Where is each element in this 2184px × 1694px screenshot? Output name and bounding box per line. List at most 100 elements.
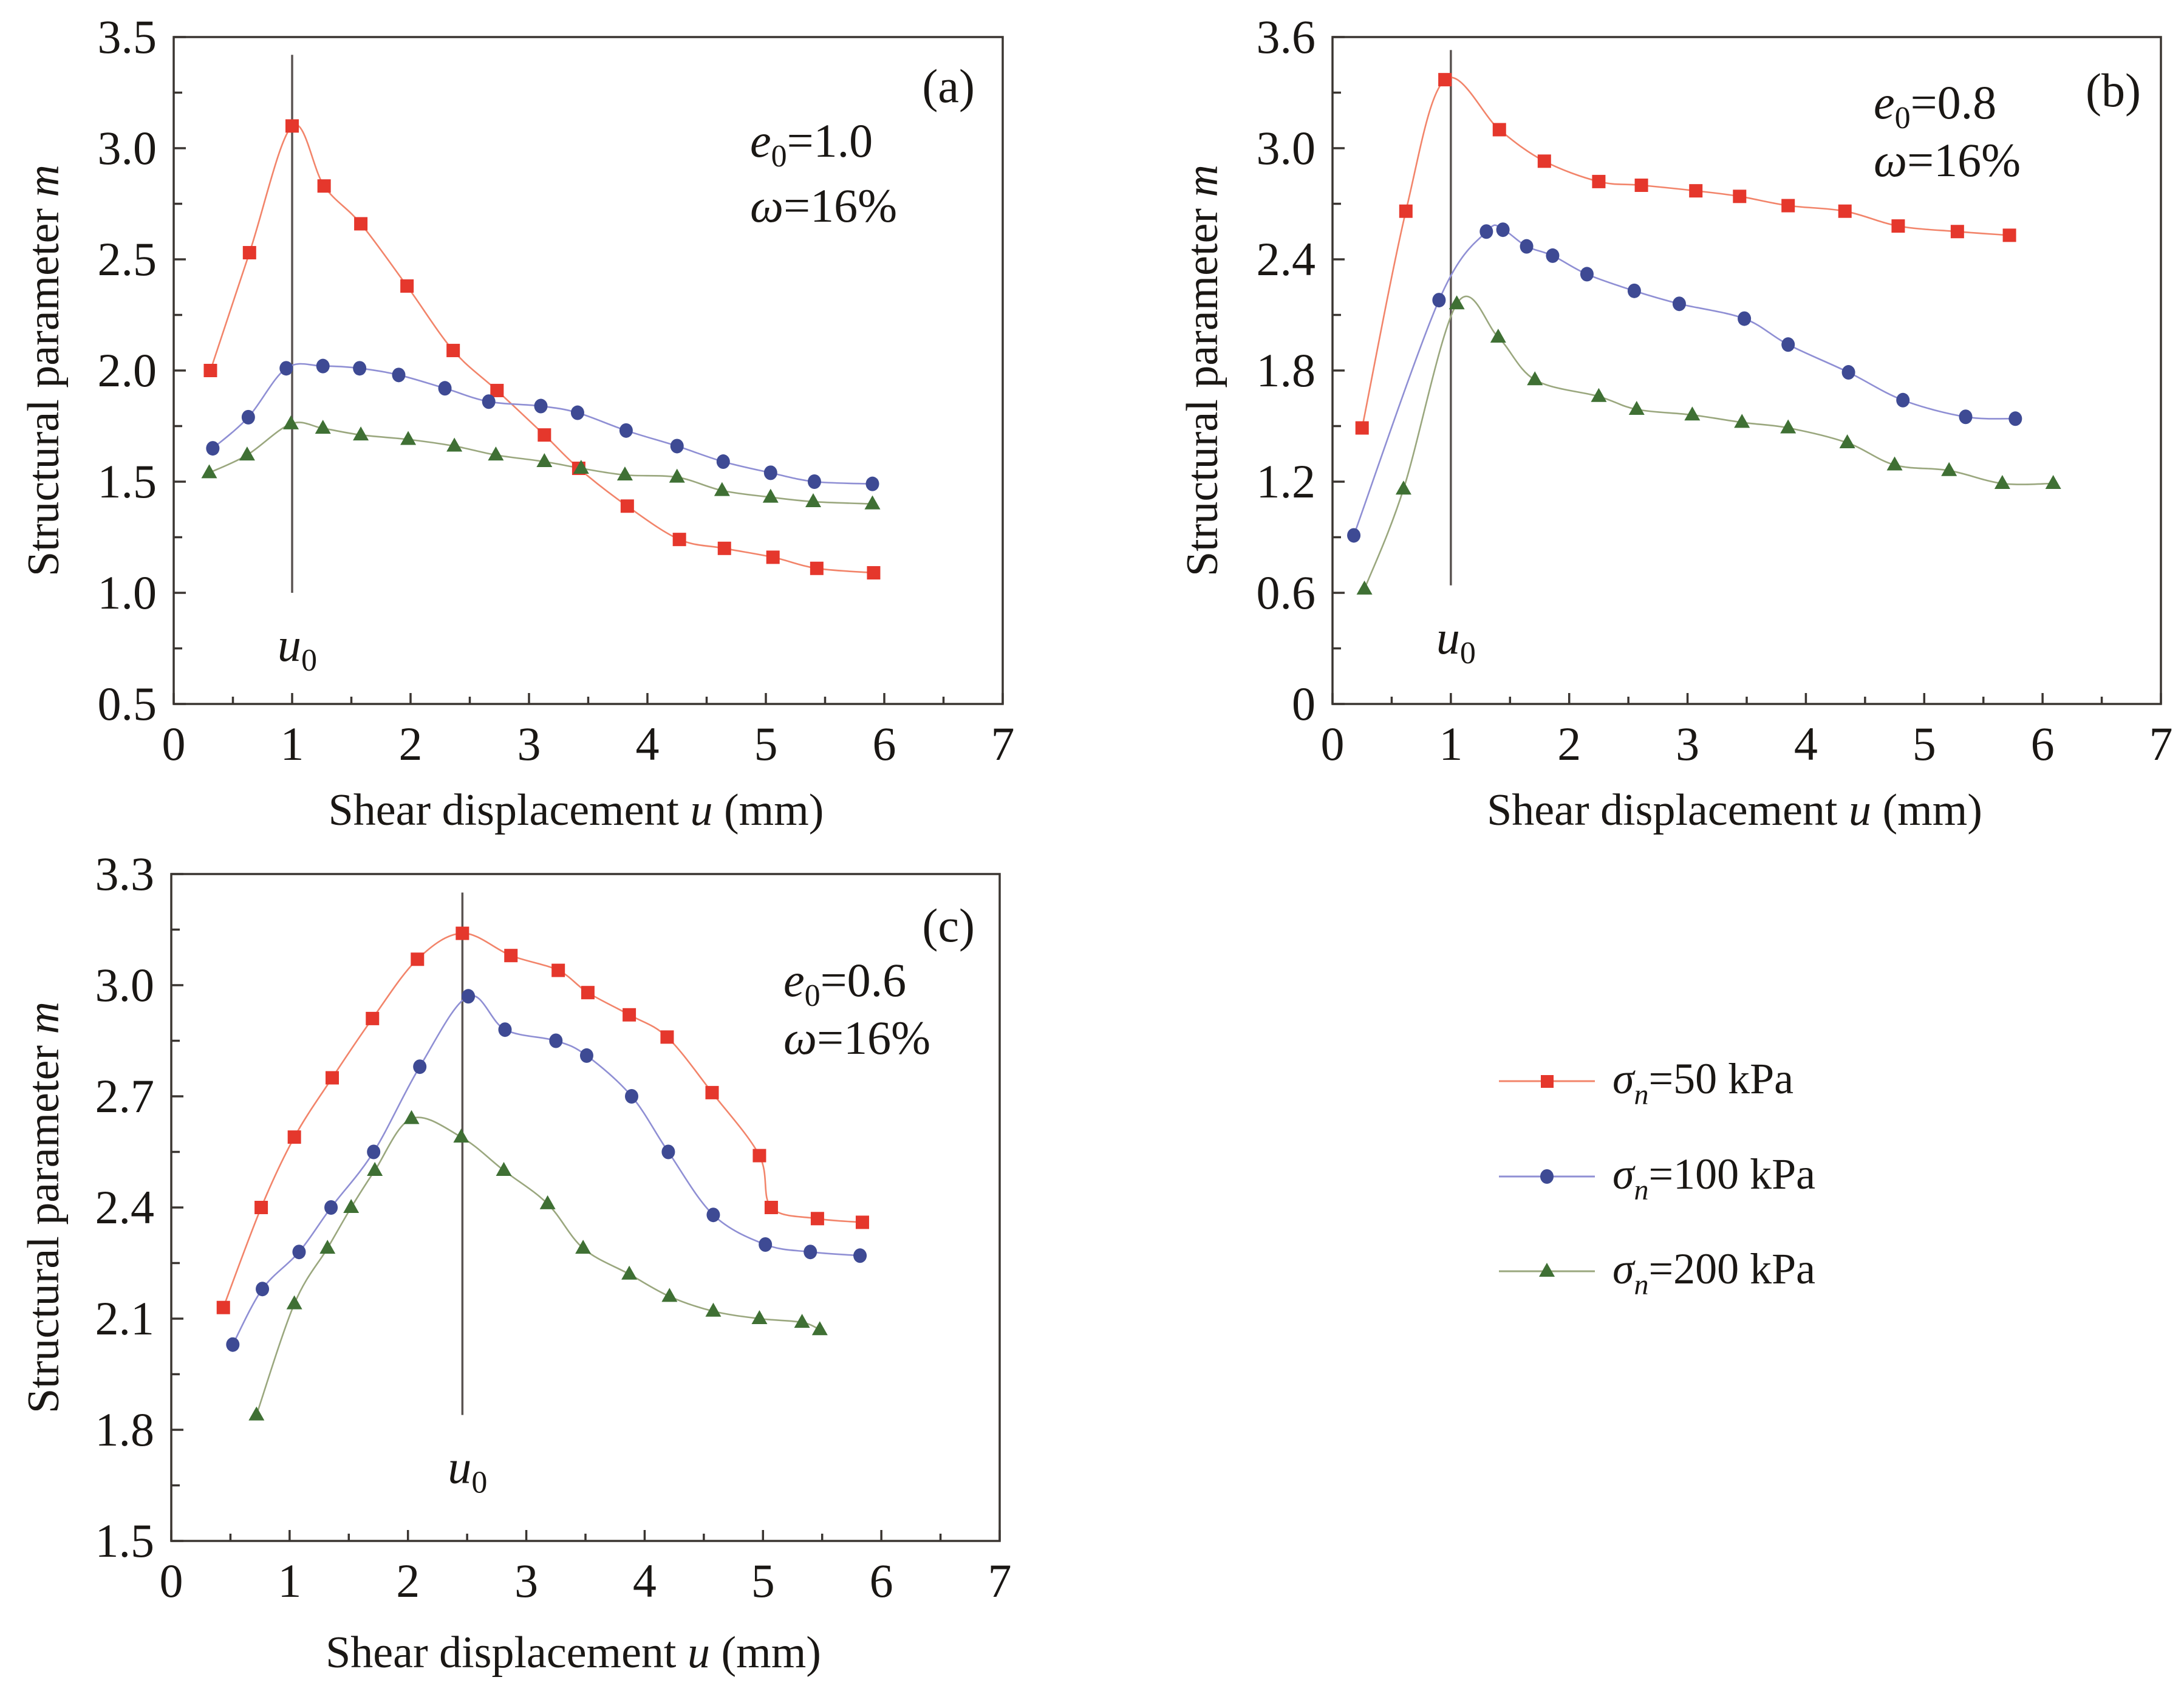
x-tick-label: 4 bbox=[1794, 717, 1818, 770]
legend-label-200kpa: σn=200 kPa bbox=[1612, 1245, 1815, 1301]
data-point-triangle bbox=[286, 1295, 302, 1310]
x-tick-label: 7 bbox=[991, 717, 1015, 770]
x-tick-label: 1 bbox=[1439, 717, 1462, 770]
x-tick-label: 6 bbox=[873, 717, 896, 770]
data-point-triangle bbox=[661, 1288, 678, 1302]
y-tick-label: 1.5 bbox=[98, 455, 157, 508]
annotation-void-ratio: e0=0.6 bbox=[783, 954, 906, 1013]
data-point-triangle bbox=[446, 437, 463, 452]
data-point-circle bbox=[1627, 283, 1641, 298]
series-line-s50 bbox=[1361, 77, 2010, 428]
y-tick-label: 0.5 bbox=[98, 677, 157, 730]
legend: σn=50 kPa σn=100 kPa σn=200 kPa bbox=[1499, 1054, 1815, 1301]
data-point-square bbox=[705, 1085, 719, 1099]
y-tick-label: 2.4 bbox=[1257, 233, 1316, 285]
data-point-triangle bbox=[811, 1321, 828, 1336]
x-tick-label: 2 bbox=[1557, 717, 1581, 770]
data-point-circle bbox=[1520, 239, 1534, 254]
data-point-square bbox=[551, 963, 565, 977]
y-tick-label: 3.6 bbox=[1257, 10, 1316, 63]
data-point-triangle bbox=[353, 426, 369, 441]
plot-frame bbox=[1331, 36, 2162, 705]
data-point-triangle bbox=[762, 488, 779, 503]
annotation-water-content: ω=16% bbox=[750, 179, 897, 232]
x-axis-label: Shear displacement u (mm) bbox=[329, 785, 824, 835]
data-point-triangle bbox=[1886, 456, 1903, 471]
series-line-s200 bbox=[256, 1116, 821, 1416]
data-point-square bbox=[752, 1149, 766, 1163]
data-point-square bbox=[446, 344, 460, 358]
x-tick-label: 6 bbox=[2031, 717, 2055, 770]
series-line-s100 bbox=[1353, 224, 2016, 536]
data-point-circle bbox=[1546, 248, 1560, 263]
data-point-square bbox=[581, 986, 595, 1000]
data-point-circle bbox=[624, 1089, 638, 1104]
legend-marker-square bbox=[1541, 1075, 1554, 1088]
data-point-circle bbox=[716, 454, 730, 470]
data-point-square bbox=[717, 541, 731, 555]
data-point-square bbox=[1492, 123, 1506, 137]
data-point-triangle bbox=[616, 466, 633, 481]
data-point-circle bbox=[1432, 293, 1446, 308]
data-point-triangle bbox=[1839, 434, 1855, 448]
data-point-square bbox=[366, 1011, 380, 1025]
data-point-circle bbox=[438, 381, 452, 396]
data-point-circle bbox=[482, 394, 496, 409]
x-tick-label: 5 bbox=[1913, 717, 1936, 770]
y-tick-label: 3.0 bbox=[1257, 121, 1316, 174]
y-tick-label: 2.7 bbox=[95, 1070, 155, 1122]
y-tick-label: 1.8 bbox=[1257, 344, 1316, 397]
data-point-circle bbox=[324, 1200, 338, 1215]
series-markers-s50 bbox=[203, 119, 881, 580]
x-tick-label: 6 bbox=[870, 1554, 893, 1607]
data-point-triangle bbox=[1941, 462, 1957, 476]
data-point-square bbox=[1399, 204, 1413, 218]
series-markers-s50 bbox=[216, 926, 869, 1314]
x-tick-label: 3 bbox=[1676, 717, 1699, 770]
series-line-s200 bbox=[1363, 295, 2053, 590]
x-tick-label: 1 bbox=[278, 1554, 301, 1607]
data-point-circle bbox=[1479, 224, 1493, 239]
data-point-circle bbox=[853, 1248, 867, 1263]
annotation-void-ratio: e0=0.8 bbox=[1874, 76, 1996, 135]
data-point-square bbox=[411, 952, 425, 966]
data-point-triangle bbox=[794, 1314, 810, 1328]
series-line-s100 bbox=[212, 363, 873, 485]
data-point-circle bbox=[2008, 411, 2022, 426]
panel-tag: (b) bbox=[2086, 64, 2141, 117]
data-point-circle bbox=[570, 405, 584, 420]
data-point-triangle bbox=[1628, 401, 1645, 415]
x-axis-label: Shear displacement u (mm) bbox=[1487, 785, 1982, 835]
annotation-void-ratio: e0=1.0 bbox=[750, 114, 873, 174]
y-tick-label: 2.0 bbox=[98, 344, 157, 397]
data-point-square bbox=[1537, 154, 1551, 168]
legend-label-100kpa: σn=100 kPa bbox=[1612, 1150, 1815, 1206]
x-tick-label: 7 bbox=[2149, 717, 2173, 770]
data-point-square bbox=[867, 566, 881, 580]
data-point-triangle bbox=[669, 468, 685, 483]
x-tick-label: 0 bbox=[162, 717, 186, 770]
series-markers-s100 bbox=[1347, 222, 2022, 543]
data-point-circle bbox=[498, 1022, 512, 1037]
data-point-square bbox=[254, 1201, 268, 1214]
legend-marker-triangle bbox=[1539, 1263, 1555, 1277]
data-point-triangle bbox=[248, 1406, 265, 1421]
data-point-circle bbox=[462, 989, 476, 1004]
data-point-circle bbox=[292, 1245, 306, 1260]
data-point-circle bbox=[1959, 409, 1973, 425]
y-tick-label: 0 bbox=[1292, 677, 1316, 730]
y-tick-label: 2.4 bbox=[95, 1181, 155, 1234]
data-point-square bbox=[400, 279, 414, 293]
data-point-circle bbox=[316, 358, 330, 374]
data-point-circle bbox=[579, 1048, 593, 1063]
data-point-triangle bbox=[705, 1302, 722, 1317]
data-point-square bbox=[1950, 225, 1964, 239]
legend-label-50kpa: σn=50 kPa bbox=[1612, 1054, 1793, 1111]
panels: 0 1 2 3 4 5 6 7 0.5 1.0 1.5 2.0 2.5 3.0 3.5 Shear displ… bbox=[19, 10, 2173, 1678]
y-tick-label: 3.3 bbox=[95, 847, 155, 900]
x-tick-label: 2 bbox=[396, 1554, 420, 1607]
data-point-triangle bbox=[1780, 419, 1797, 434]
x-tick-label: 3 bbox=[514, 1554, 538, 1607]
data-point-triangle bbox=[319, 1240, 336, 1254]
data-point-triangle bbox=[1449, 295, 1465, 310]
